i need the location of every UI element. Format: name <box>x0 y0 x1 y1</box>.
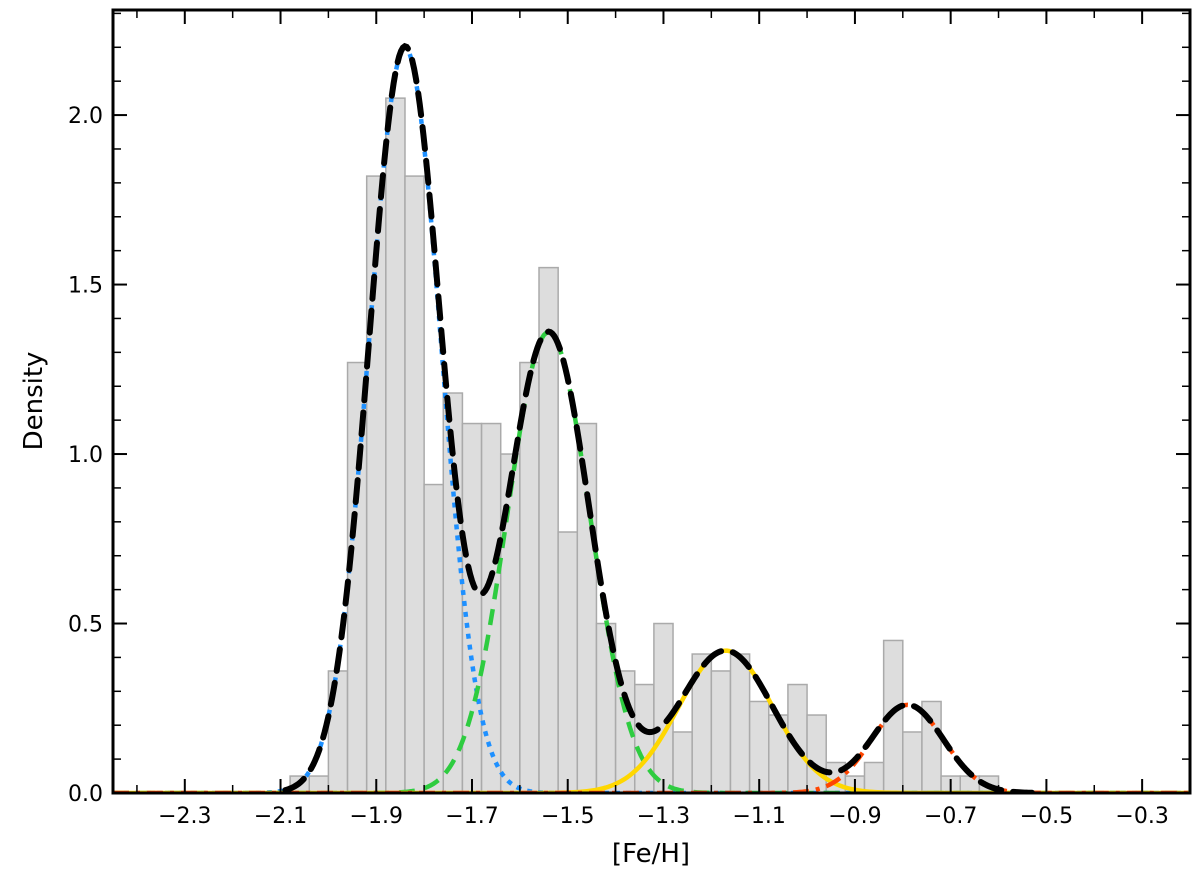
histogram-bar <box>806 714 827 793</box>
y-tick-label: 0.0 <box>68 782 103 807</box>
x-tick-label: −2.3 <box>158 804 211 829</box>
histogram-bar <box>710 670 732 793</box>
histogram-bar <box>423 483 445 793</box>
histogram-bar <box>365 175 387 793</box>
plot-frame <box>111 8 1192 795</box>
x-tick-label: −0.9 <box>828 804 881 829</box>
x-tick-label: −0.7 <box>924 804 977 829</box>
histogram-bar <box>633 683 655 793</box>
y-tick-label: 1.5 <box>68 274 103 299</box>
x-tick-label: −2.1 <box>254 804 307 829</box>
gaussian-fit-curves <box>113 42 1190 793</box>
y-tick-label: 0.5 <box>68 613 103 638</box>
x-axis-title: [Fe/H] <box>612 839 690 869</box>
histogram-bar <box>404 175 425 793</box>
x-tick-label: −1.9 <box>350 804 403 829</box>
histogram-bar <box>882 639 904 793</box>
gaussian-component-1 <box>113 45 1190 793</box>
histogram-bar <box>499 453 521 793</box>
histogram-bar <box>863 761 885 793</box>
histogram-bar <box>902 731 923 793</box>
histogram-bar <box>308 775 330 793</box>
y-tick-label: 1.0 <box>68 443 103 468</box>
histogram-bar <box>959 775 981 793</box>
y-axis-title: Density <box>19 352 49 451</box>
gaussian-component-3 <box>113 648 1190 793</box>
x-tick-label: −1.7 <box>445 804 498 829</box>
histogram-bars <box>289 97 1000 793</box>
total-fit-curve <box>282 42 1036 793</box>
axis-ticks: −2.3 −2.1 −1.9 −1.7 −1.5 −1.3 −1.1 −0.9 −0.7 −0.5… <box>68 10 1191 829</box>
histogram-bar <box>385 97 406 793</box>
histogram-bar <box>480 422 502 793</box>
x-tick-label: −1.3 <box>637 804 690 829</box>
histogram-bar <box>653 622 674 793</box>
histogram-bar <box>921 700 942 793</box>
histogram-bar <box>557 531 579 793</box>
x-tick-label: −0.3 <box>1115 804 1168 829</box>
y-tick-label: 2.0 <box>68 104 103 129</box>
x-tick-label: −1.1 <box>732 804 785 829</box>
x-tick-label: −0.5 <box>1020 804 1073 829</box>
histogram-bar <box>729 653 751 793</box>
histogram-bar <box>672 731 693 793</box>
gaussian-component-2 <box>113 329 1190 793</box>
x-tick-label: −1.5 <box>541 804 594 829</box>
histogram-bar <box>538 266 559 793</box>
